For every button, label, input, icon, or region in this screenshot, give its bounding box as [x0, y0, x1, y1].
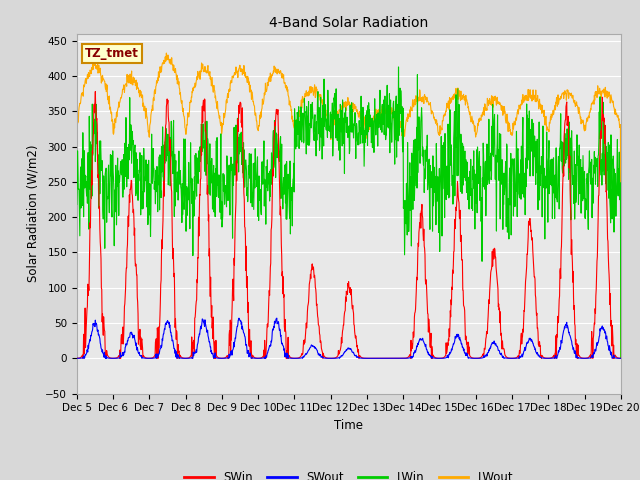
- Text: TZ_tmet: TZ_tmet: [85, 47, 139, 60]
- Legend: SWin, SWout, LWin, LWout: SWin, SWout, LWin, LWout: [180, 466, 518, 480]
- Title: 4-Band Solar Radiation: 4-Band Solar Radiation: [269, 16, 428, 30]
- Y-axis label: Solar Radiation (W/m2): Solar Radiation (W/m2): [27, 145, 40, 282]
- X-axis label: Time: Time: [334, 419, 364, 432]
